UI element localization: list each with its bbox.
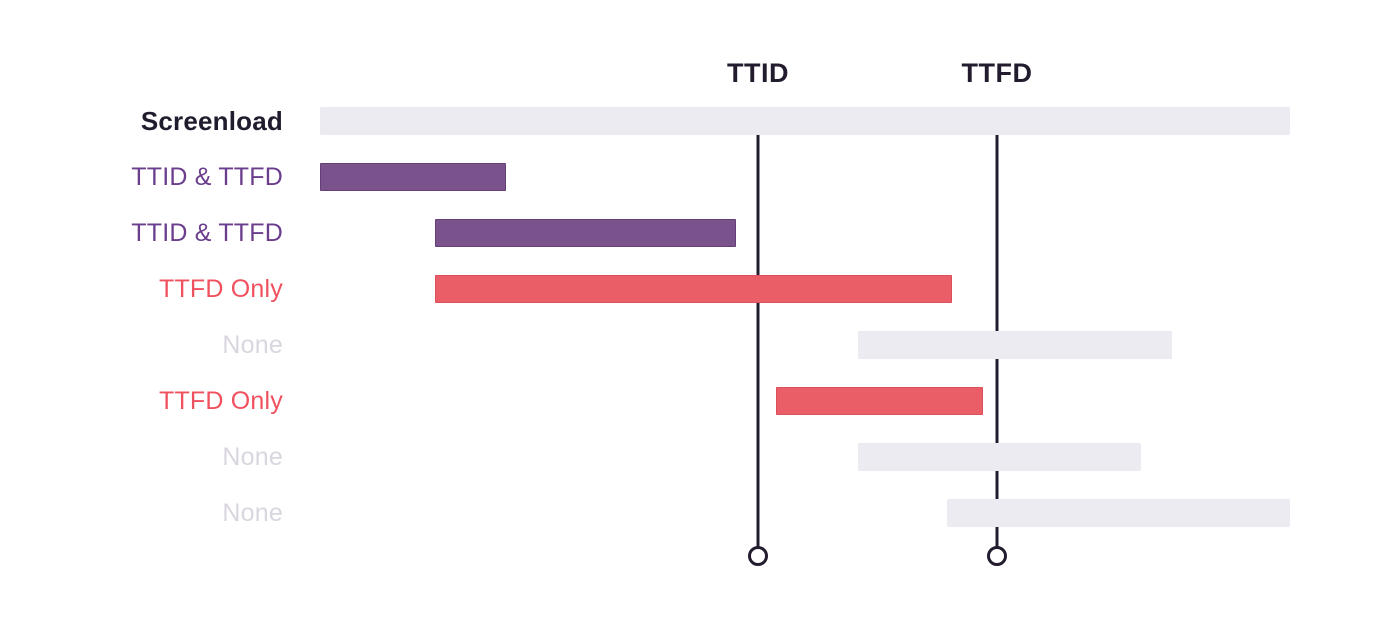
row-ttid-ttfd-2: TTID & TTFD	[0, 219, 1400, 247]
span-bar	[947, 499, 1290, 527]
row-label: TTID & TTFD	[131, 219, 283, 247]
ttid-marker-bottom-circle-icon	[748, 546, 768, 566]
row-none-2: None	[0, 443, 1400, 471]
row-label: None	[222, 443, 283, 471]
row-ttfd-only-2: TTFD Only	[0, 387, 1400, 415]
row-label: TTFD Only	[158, 387, 283, 415]
row-ttfd-only-1: TTFD Only	[0, 275, 1400, 303]
row-none-1: None	[0, 331, 1400, 359]
row-label: None	[222, 331, 283, 359]
span-bar	[435, 219, 736, 247]
row-ttid-ttfd-1: TTID & TTFD	[0, 163, 1400, 191]
row-label: Screenload	[140, 106, 283, 136]
ttfd-marker-label: TTFD	[961, 58, 1033, 88]
span-bar	[858, 331, 1172, 359]
span-bar	[320, 163, 506, 191]
row-label: TTID & TTFD	[131, 163, 283, 191]
ttfd-marker-bottom-circle-icon	[987, 546, 1007, 566]
span-bar	[858, 443, 1141, 471]
row-screenload: Screenload	[0, 107, 1400, 135]
row-label: TTFD Only	[158, 275, 283, 303]
row-none-3: None	[0, 499, 1400, 527]
span-bar	[435, 275, 952, 303]
row-label: None	[222, 499, 283, 527]
span-bar	[320, 107, 1290, 135]
ttid-marker-line	[756, 121, 760, 556]
ttid-marker-label: TTID	[727, 58, 789, 88]
span-bar	[776, 387, 983, 415]
